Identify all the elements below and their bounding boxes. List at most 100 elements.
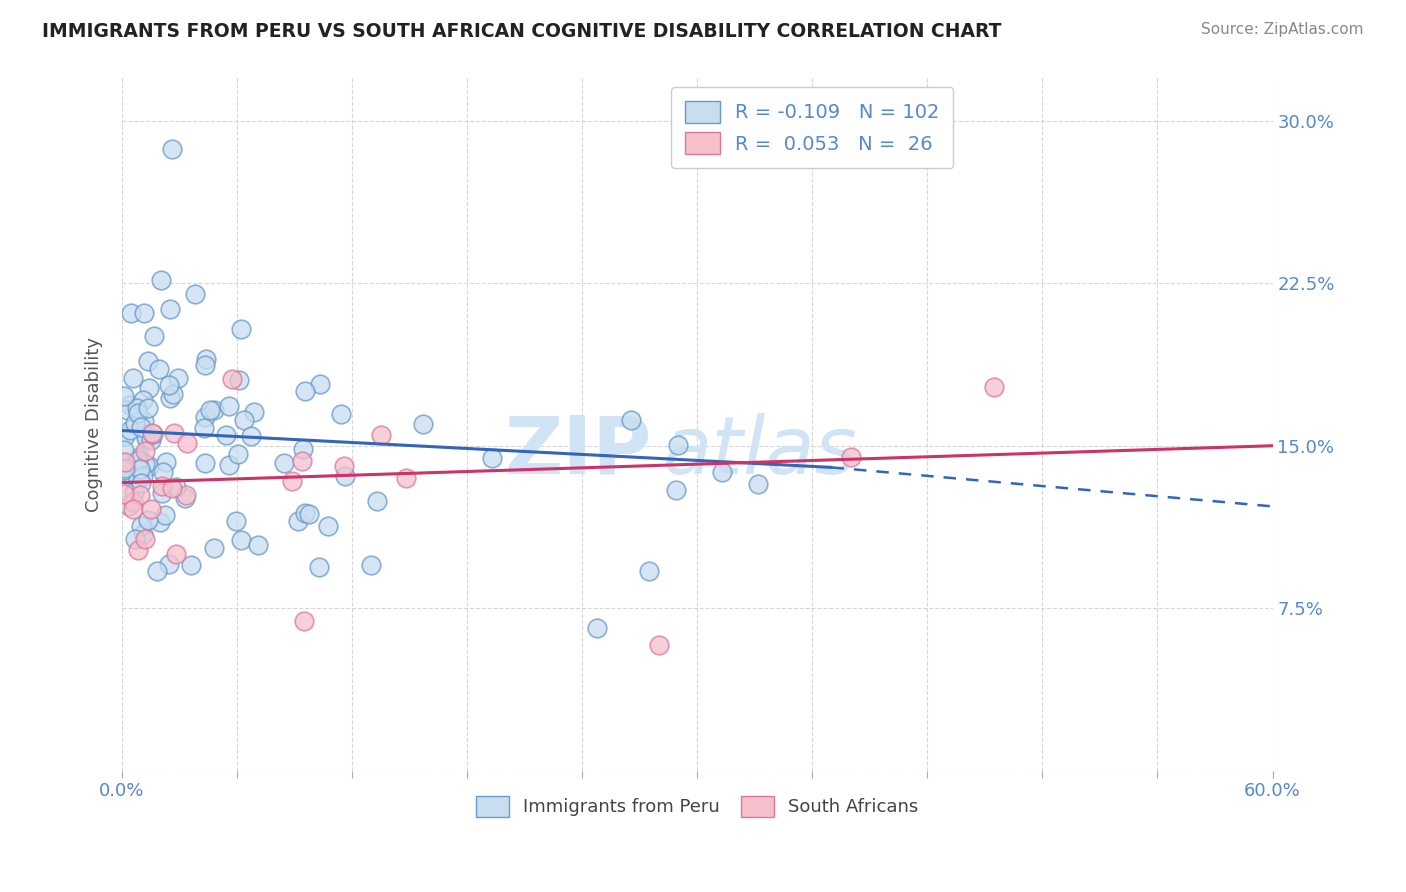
Point [412, 417, 434, 431]
Point [246, 538, 269, 552]
Point [586, 621, 609, 635]
Point [360, 558, 382, 572]
Point [112, 389, 135, 403]
Point [240, 429, 263, 443]
Point [153, 508, 176, 522]
Point [309, 376, 332, 391]
Point [132, 526, 155, 541]
Point [135, 431, 157, 445]
Point [127, 453, 149, 467]
Point [370, 428, 392, 442]
Point [136, 401, 159, 416]
Point [112, 443, 135, 458]
Point [204, 403, 226, 417]
Point [173, 491, 195, 506]
Point [194, 409, 217, 424]
Point [127, 406, 149, 420]
Point [162, 481, 184, 495]
Point [114, 460, 136, 475]
Point [134, 306, 156, 320]
Point [159, 392, 181, 406]
Point [122, 485, 145, 500]
Point [619, 413, 641, 427]
Point [129, 420, 152, 434]
Point [242, 404, 264, 418]
Point [121, 472, 143, 486]
Point [366, 493, 388, 508]
Point [214, 427, 236, 442]
Point [174, 488, 197, 502]
Point [142, 329, 165, 343]
Point [134, 444, 156, 458]
Point [221, 372, 243, 386]
Point [142, 427, 165, 442]
Point [148, 362, 170, 376]
Point [648, 638, 671, 652]
Point [228, 373, 250, 387]
Point [152, 465, 174, 479]
Point [146, 564, 169, 578]
Point [225, 514, 247, 528]
Point [983, 380, 1005, 394]
Point [120, 306, 142, 320]
Point [232, 413, 254, 427]
Point [167, 371, 190, 385]
Point [141, 425, 163, 440]
Point [132, 469, 155, 483]
Point [292, 614, 315, 628]
Point [128, 488, 150, 502]
Point [329, 407, 352, 421]
Point [165, 547, 187, 561]
Point [162, 386, 184, 401]
Point [114, 455, 136, 469]
Point [218, 399, 240, 413]
Point [229, 322, 252, 336]
Point [333, 469, 356, 483]
Point [155, 455, 177, 469]
Point [176, 436, 198, 450]
Point [839, 450, 862, 464]
Point [710, 465, 733, 479]
Point [159, 301, 181, 316]
Point [129, 475, 152, 490]
Point [193, 421, 215, 435]
Point [149, 515, 172, 529]
Point [231, 533, 253, 547]
Point [136, 354, 159, 368]
Point [218, 458, 240, 472]
Point [112, 463, 135, 477]
Point [139, 502, 162, 516]
Point [291, 442, 314, 456]
Point [112, 487, 135, 501]
Point [160, 142, 183, 156]
Point [118, 423, 141, 437]
Point [114, 429, 136, 443]
Point [132, 414, 155, 428]
Point [294, 384, 316, 398]
Text: ZIP: ZIP [503, 413, 651, 491]
Point [128, 450, 150, 464]
Point [138, 380, 160, 394]
Point [294, 507, 316, 521]
Point [198, 403, 221, 417]
Point [125, 401, 148, 415]
Point [157, 558, 180, 572]
Point [115, 403, 138, 417]
Point [138, 459, 160, 474]
Point [120, 398, 142, 412]
Point [195, 352, 218, 367]
Point [318, 518, 340, 533]
Point [665, 483, 688, 498]
Point [122, 371, 145, 385]
Point [122, 501, 145, 516]
Point [134, 532, 156, 546]
Point [112, 457, 135, 471]
Point [666, 438, 689, 452]
Legend: Immigrants from Peru, South Africans: Immigrants from Peru, South Africans [468, 789, 925, 824]
Point [638, 565, 661, 579]
Point [194, 359, 217, 373]
Point [129, 519, 152, 533]
Point [132, 392, 155, 407]
Point [118, 500, 141, 514]
Point [281, 475, 304, 489]
